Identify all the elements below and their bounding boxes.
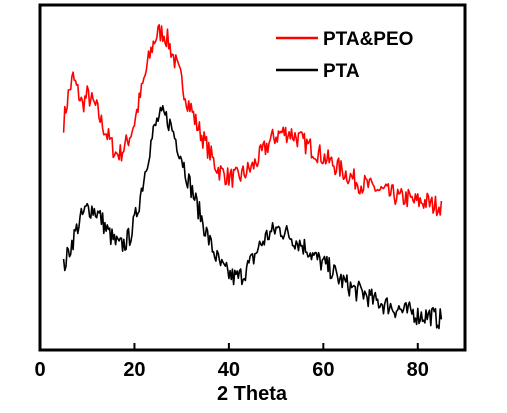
x-axis-ticks: 0 20 40 60 80: [34, 343, 429, 381]
series-layer: [62, 24, 443, 330]
x-tick-label: 40: [218, 359, 240, 381]
series-line-pta-peo: [62, 24, 443, 217]
legend-label-pta: PTA: [323, 61, 360, 82]
x-tick-label: 20: [123, 359, 145, 381]
legend-label-pta-peo: PTA&PEO: [323, 29, 413, 50]
x-tick-label: 60: [312, 359, 334, 381]
plot-frame: [38, 3, 467, 352]
legend: PTA&PEO PTA: [276, 29, 413, 82]
series-line-pta: [62, 105, 443, 330]
x-tick-label: 80: [407, 359, 429, 381]
x-tick-label: 0: [34, 359, 45, 381]
x-axis-title: 2 Theta: [217, 383, 288, 405]
